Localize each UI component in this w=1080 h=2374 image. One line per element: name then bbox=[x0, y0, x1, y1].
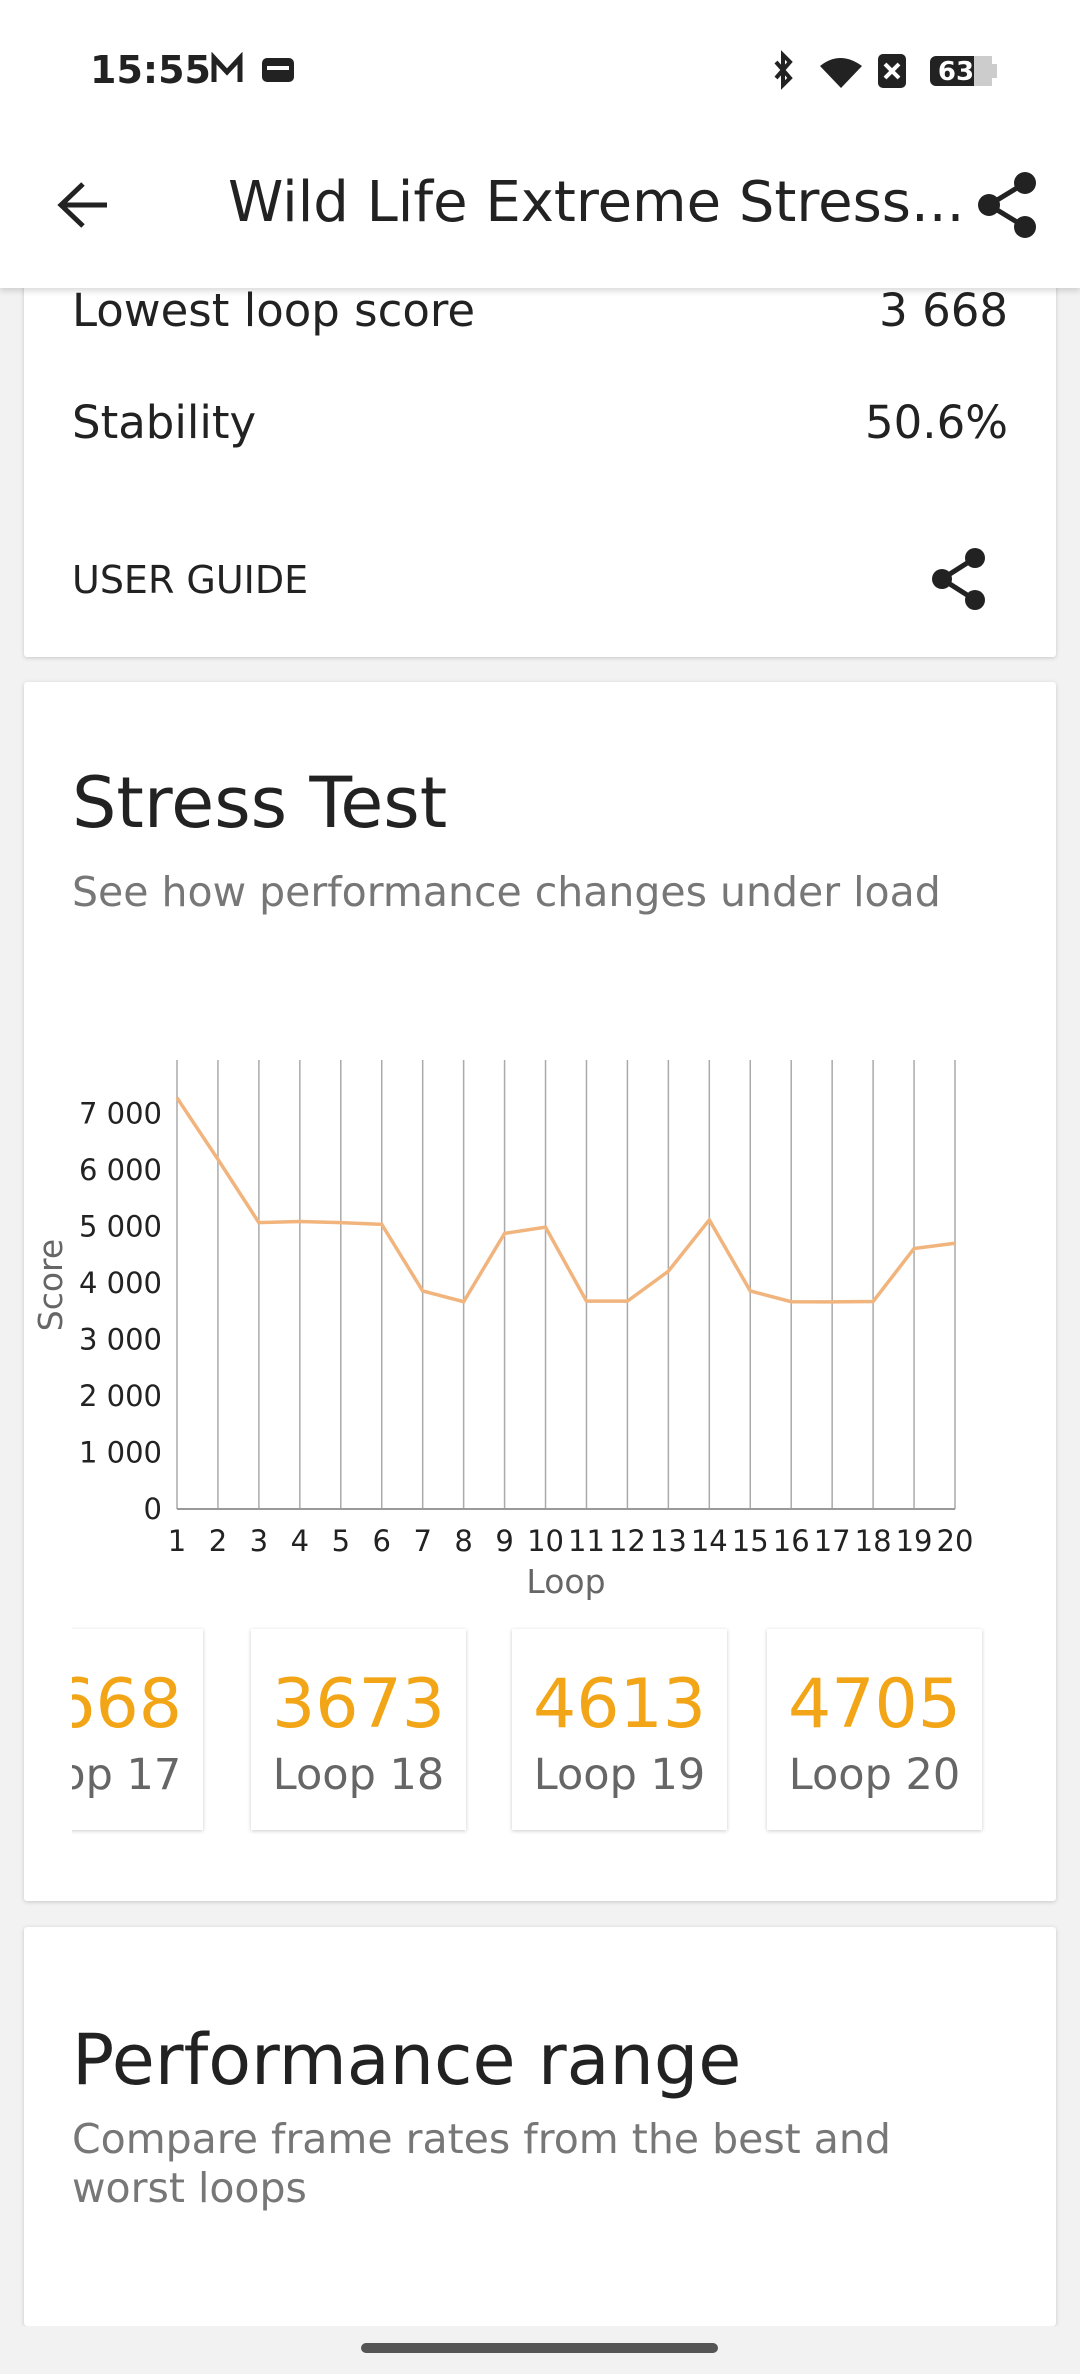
clock: 15:55 bbox=[90, 48, 211, 92]
card-subtitle: Compare frame rates from the best and wo… bbox=[72, 2115, 891, 2212]
share-button[interactable] bbox=[975, 170, 1041, 240]
y-tick-label: 7 000 bbox=[79, 1097, 162, 1131]
score-line bbox=[175, 1096, 956, 1304]
row-value: 3 668 bbox=[879, 284, 1008, 337]
x-tick-label: 5 bbox=[332, 1524, 350, 1558]
notification-icons bbox=[211, 52, 294, 82]
x-tick-label: 8 bbox=[454, 1524, 472, 1558]
x-tick-label: 11 bbox=[568, 1524, 605, 1558]
share-guide-button[interactable] bbox=[929, 546, 989, 612]
x-tick-label: 9 bbox=[495, 1524, 513, 1558]
x-tick-label: 2 bbox=[209, 1524, 227, 1558]
y-tick-label: 2 000 bbox=[79, 1379, 162, 1413]
y-tick-label: 3 000 bbox=[79, 1323, 162, 1357]
row-value: 50.6% bbox=[865, 396, 1008, 449]
x-tick-label: 16 bbox=[773, 1524, 810, 1558]
x-tick-label: 6 bbox=[373, 1524, 391, 1558]
y-tick-label: 6 000 bbox=[79, 1153, 162, 1187]
performance-range-card: Performance range Compare frame rates fr… bbox=[24, 1927, 1056, 2326]
card-subtitle: See how performance changes under load bbox=[72, 868, 941, 916]
y-tick-label: 5 000 bbox=[79, 1210, 162, 1244]
battery-level: 63 bbox=[938, 57, 974, 87]
y-tick-label: 0 bbox=[144, 1492, 162, 1526]
home-handle[interactable] bbox=[361, 2343, 718, 2353]
x-tick-label: 10 bbox=[527, 1524, 564, 1558]
loop-label: Loop 20 bbox=[788, 1750, 961, 1800]
x-tick-label: 3 bbox=[250, 1524, 268, 1558]
loop-score: 4705 bbox=[787, 1665, 962, 1744]
x-tick-label: 14 bbox=[691, 1524, 728, 1558]
app-bar: 15:55 63 Wild Life Extreme Stress... bbox=[0, 0, 1080, 288]
y-axis-label: Score bbox=[31, 1239, 70, 1331]
loop-card[interactable]: 4613 Loop 19 bbox=[512, 1629, 727, 1830]
nav-bar bbox=[0, 2326, 1080, 2374]
y-tick-label: 1 000 bbox=[79, 1436, 162, 1470]
user-guide-link[interactable]: USER GUIDE bbox=[72, 558, 309, 602]
x-tick-label: 15 bbox=[732, 1524, 769, 1558]
card-title: Stress Test bbox=[72, 762, 448, 844]
loop-label: Loop 18 bbox=[272, 1750, 445, 1800]
loop-card[interactable]: 4705 Loop 20 bbox=[767, 1629, 982, 1830]
loop-card[interactable]: 3673 Loop 18 bbox=[251, 1629, 466, 1830]
x-axis-label: Loop bbox=[526, 1562, 605, 1601]
system-icons: 63 bbox=[774, 50, 997, 90]
card-title: Performance range bbox=[72, 2019, 742, 2101]
x-tick-label: 19 bbox=[896, 1524, 933, 1558]
row-label: Lowest loop score bbox=[72, 284, 476, 337]
y-tick-label: 4 000 bbox=[79, 1266, 162, 1300]
loop-score: 3673 bbox=[271, 1665, 446, 1744]
loop-label: Loop 17 bbox=[72, 1750, 182, 1800]
x-tick-label: 13 bbox=[650, 1524, 687, 1558]
x-tick-label: 7 bbox=[413, 1524, 431, 1558]
loop-score: 4613 bbox=[532, 1665, 707, 1744]
x-tick-label: 1 bbox=[168, 1524, 186, 1558]
x-tick-label: 4 bbox=[291, 1524, 309, 1558]
x-tick-label: 20 bbox=[937, 1524, 974, 1558]
x-tick-label: 12 bbox=[609, 1524, 646, 1558]
x-tick-label: 18 bbox=[855, 1524, 892, 1558]
summary-row: Lowest loop score 3 668 bbox=[72, 284, 1008, 337]
screen-title: Wild Life Extreme Stress... bbox=[228, 170, 965, 235]
x-tick-label: 17 bbox=[814, 1524, 851, 1558]
summary-row: Stability 50.6% bbox=[72, 396, 1008, 449]
loop-label: Loop 19 bbox=[533, 1750, 706, 1800]
back-button[interactable] bbox=[55, 178, 115, 232]
row-label: Stability bbox=[72, 396, 257, 449]
